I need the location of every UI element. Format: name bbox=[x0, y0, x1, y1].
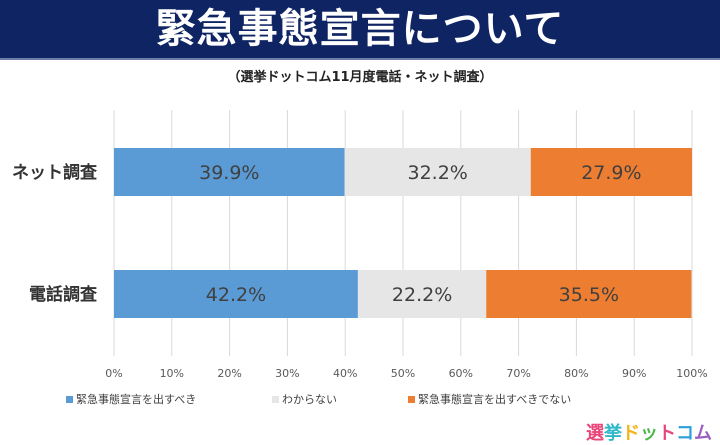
data-label: 32.2% bbox=[408, 162, 468, 184]
x-tick-label: 30% bbox=[275, 367, 299, 380]
legend-label: わからない bbox=[282, 393, 337, 406]
x-tick-label: 20% bbox=[217, 367, 241, 380]
logo-char: ム bbox=[694, 423, 712, 444]
category-label: 電話調査 bbox=[29, 284, 98, 305]
x-tick-label: 10% bbox=[160, 367, 184, 380]
title-banner: 緊急事態宣言について bbox=[0, 0, 720, 60]
logo-char: 挙 bbox=[604, 423, 622, 444]
bar-segment bbox=[530, 148, 692, 196]
data-label: 27.9% bbox=[581, 162, 641, 184]
logo-char: 選 bbox=[586, 423, 604, 444]
legend-label: 緊急事態宣言を出すべきでない bbox=[418, 393, 572, 406]
logo-char: コ bbox=[676, 423, 694, 444]
bars: 39.9% 32.2% 27.9% 42.2% 22.2% 35.5% bbox=[114, 148, 692, 318]
category-label: ネット調査 bbox=[12, 162, 98, 183]
bar-segment bbox=[114, 148, 345, 196]
x-tick-label: 50% bbox=[391, 367, 415, 380]
x-tick-label: 60% bbox=[449, 367, 473, 380]
page-title: 緊急事態宣言について bbox=[155, 6, 565, 52]
gridlines bbox=[113, 110, 693, 356]
x-tick-label: 100% bbox=[676, 367, 707, 380]
category-labels: ネット調査 電話調査 bbox=[12, 162, 98, 305]
x-tick-label: 40% bbox=[333, 367, 357, 380]
x-tick-label: 70% bbox=[506, 367, 530, 380]
logo-char: ド bbox=[622, 423, 640, 444]
x-tick-label: 90% bbox=[622, 367, 646, 380]
legend-label: 緊急事態宣言を出すべき bbox=[76, 393, 197, 406]
x-tick-label: 0% bbox=[105, 367, 122, 380]
logo-char: ト bbox=[658, 423, 676, 444]
data-label: 39.9% bbox=[199, 162, 259, 184]
legend-item-should-declare: 緊急事態宣言を出すべき bbox=[66, 392, 196, 408]
legend-swatch bbox=[272, 395, 279, 403]
bar-segment bbox=[344, 148, 531, 196]
chart-subtitle: （選挙ドットコム11月度電話・ネット調査） bbox=[227, 70, 493, 85]
bar-segment bbox=[357, 270, 487, 318]
legend-swatch bbox=[66, 395, 73, 403]
bar-segment bbox=[486, 270, 692, 318]
data-label: 22.2% bbox=[392, 284, 452, 306]
x-tick-label: 80% bbox=[564, 367, 588, 380]
bar-segment bbox=[114, 270, 358, 318]
logo-char: ッ bbox=[640, 423, 658, 444]
x-axis-tick-labels: 0% 10% 20% 30% 40% 50% 60% 70% 80% 90% 100% bbox=[105, 367, 707, 380]
legend-item-should-not-declare: 緊急事態宣言を出すべきでない bbox=[408, 392, 571, 408]
data-label: 35.5% bbox=[559, 284, 619, 306]
legend-swatch bbox=[408, 395, 415, 403]
data-label: 42.2% bbox=[206, 284, 266, 306]
senkyo-dotcom-logo: 選挙ドットコム bbox=[586, 419, 712, 445]
legend-item-dont-know: わからない bbox=[272, 392, 337, 408]
